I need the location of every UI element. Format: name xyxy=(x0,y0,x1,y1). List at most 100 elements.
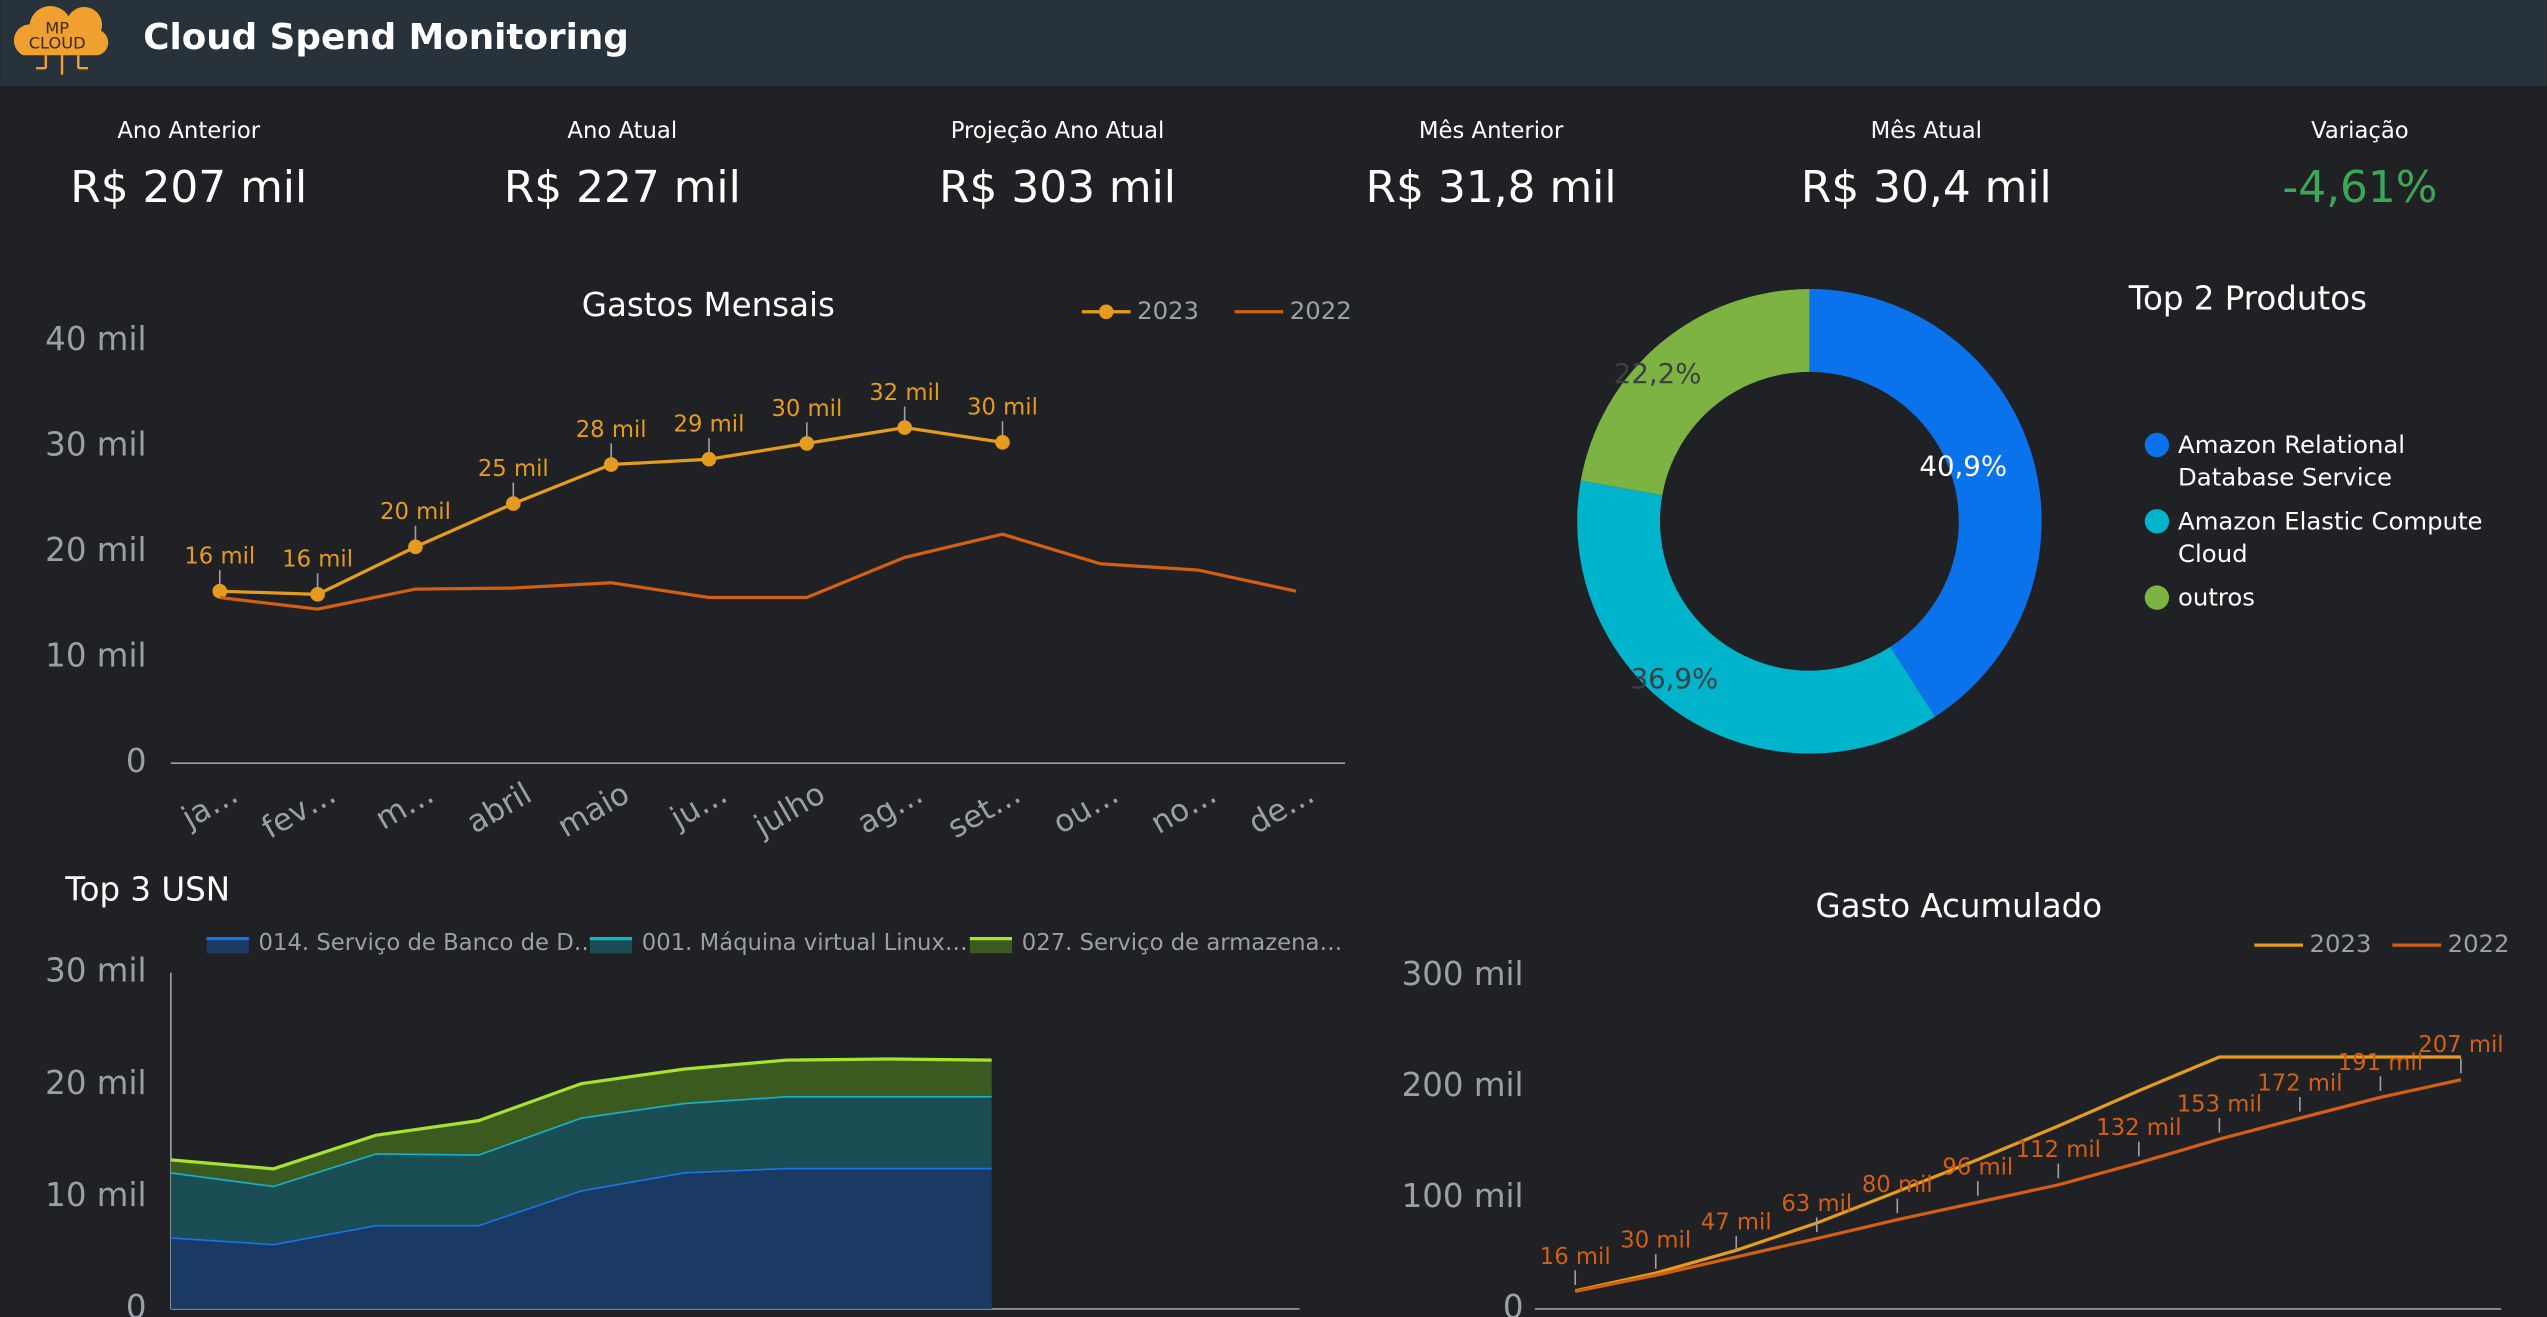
logo: MP CLOUD xyxy=(13,6,109,75)
y-tick-label: 0 xyxy=(1503,1288,1524,1317)
kpi-label: Variação xyxy=(2311,118,2409,144)
marker xyxy=(799,436,815,451)
donut-slice xyxy=(1809,289,2042,717)
legend-label: Amazon Elastic Compute Cloud xyxy=(2178,506,2483,569)
line xyxy=(1574,1055,2461,1293)
data-label: 30 mil xyxy=(771,396,842,422)
legend-label: outros xyxy=(2178,582,2256,613)
legend-label: 001. Máquina virtual Linux… xyxy=(642,930,968,956)
kpi-value: R$ 207 mil xyxy=(70,162,307,213)
marker xyxy=(310,587,325,602)
data-label: 172 mil xyxy=(2257,1071,2342,1097)
data-label: 47 mil xyxy=(1701,1209,1772,1235)
data-label: 191 mil xyxy=(2338,1050,2423,1076)
donut-slice xyxy=(1580,289,1810,496)
donut-slice xyxy=(1577,480,1936,754)
data-label: 22,2% xyxy=(1614,357,1702,390)
legend-entry: outros xyxy=(2178,582,2256,613)
logo-text: MP xyxy=(45,19,69,38)
legend-marker xyxy=(1098,304,1114,320)
y-tick-label: 100 mil xyxy=(1402,1177,1524,1215)
y-tick-label: 30 mil xyxy=(45,426,146,464)
kpi-value: -4,61% xyxy=(2282,162,2437,213)
data-label: 63 mil xyxy=(1781,1191,1852,1217)
data-label: 30 mil xyxy=(1620,1228,1691,1254)
kpi-label: Ano Atual xyxy=(567,118,677,144)
kpi-value: R$ 303 mil xyxy=(939,162,1176,213)
data-label: 153 mil xyxy=(2177,1091,2262,1117)
area xyxy=(170,1059,992,1186)
data-label: 36,9% xyxy=(1631,662,1719,695)
data-label: 20 mil xyxy=(380,499,451,525)
header-bar xyxy=(0,0,2547,87)
area xyxy=(170,1095,992,1244)
marker xyxy=(701,451,717,467)
legend-entry: Amazon Elastic Compute Cloud xyxy=(2178,506,2483,569)
data-label: 25 mil xyxy=(478,456,549,482)
data-label: 96 mil xyxy=(1942,1155,2013,1181)
kpi-label: Mês Atual xyxy=(1871,118,1982,144)
data-label: 28 mil xyxy=(576,417,647,443)
y-tick-label: 10 mil xyxy=(45,1176,146,1214)
chart-title: Top 2 Produtos xyxy=(2128,279,2367,317)
legend-swatch xyxy=(589,938,633,954)
chart-title: Gastos Mensais xyxy=(582,286,835,324)
data-label: 16 mil xyxy=(1540,1244,1611,1270)
data-label: 30 mil xyxy=(967,395,1038,421)
marker xyxy=(212,583,228,599)
line xyxy=(1574,1078,2462,1294)
area-line xyxy=(170,1057,992,1171)
y-tick-label: 300 mil xyxy=(1402,955,1524,993)
legend-label: 2022 xyxy=(1290,296,1352,325)
legend-swatch xyxy=(206,938,249,954)
y-tick-label: 0 xyxy=(126,742,147,780)
data-label: 80 mil xyxy=(1862,1172,1933,1198)
data-label: 112 mil xyxy=(2016,1137,2101,1163)
data-label: 16 mil xyxy=(184,544,255,570)
legend-label: 2023 xyxy=(2310,929,2372,958)
kpi-label: Projeção Ano Atual xyxy=(951,118,1165,144)
legend-label: Amazon Relational Database Service xyxy=(2178,430,2406,493)
page-title: Cloud Spend Monitoring xyxy=(143,17,629,58)
y-tick-label: 20 mil xyxy=(45,1064,146,1102)
legend-marker xyxy=(2144,432,2170,458)
logo-text: CLOUD xyxy=(29,33,86,52)
legend-swatch xyxy=(969,938,1013,954)
data-label: 132 mil xyxy=(2096,1115,2181,1141)
data-label: 29 mil xyxy=(674,412,745,438)
legend-label: 2022 xyxy=(2448,929,2510,958)
marker xyxy=(995,435,1010,450)
legend-entry: Amazon Relational Database Service xyxy=(2178,430,2406,493)
y-tick-label: 10 mil xyxy=(45,637,146,675)
area xyxy=(170,1167,992,1309)
marker xyxy=(603,457,619,472)
y-tick-label: 30 mil xyxy=(45,952,146,990)
y-tick-label: 0 xyxy=(126,1288,147,1317)
y-tick-label: 20 mil xyxy=(45,531,146,569)
y-tick-label: 200 mil xyxy=(1402,1066,1524,1104)
logo-cloud xyxy=(13,6,109,56)
kpi-value: R$ 30,4 mil xyxy=(1801,162,2052,213)
chart-title: Gasto Acumulado xyxy=(1816,887,2103,925)
legend-label: 027. Serviço de armazena… xyxy=(1022,930,1342,956)
chart-title: Top 3 USN xyxy=(64,871,230,909)
legend-label: 2023 xyxy=(1137,296,1199,325)
kpi-label: Mês Anterior xyxy=(1419,118,1564,144)
marker xyxy=(505,496,521,511)
kpi-label: Ano Anterior xyxy=(117,118,260,144)
legend-marker xyxy=(2144,585,2170,610)
kpi-value: R$ 227 mil xyxy=(504,162,741,213)
data-label: 40,9% xyxy=(1919,449,2007,482)
y-tick-label: 40 mil xyxy=(45,320,146,358)
data-label: 32 mil xyxy=(869,380,940,406)
marker xyxy=(408,539,423,555)
data-label: 207 mil xyxy=(2418,1032,2503,1058)
data-label: 16 mil xyxy=(282,547,353,573)
marker xyxy=(897,420,912,435)
line xyxy=(219,532,1297,611)
kpi-value: R$ 31,8 mil xyxy=(1366,162,1617,213)
legend-label: 014. Serviço de Banco de D… xyxy=(259,930,597,956)
legend-marker xyxy=(2144,509,2170,534)
